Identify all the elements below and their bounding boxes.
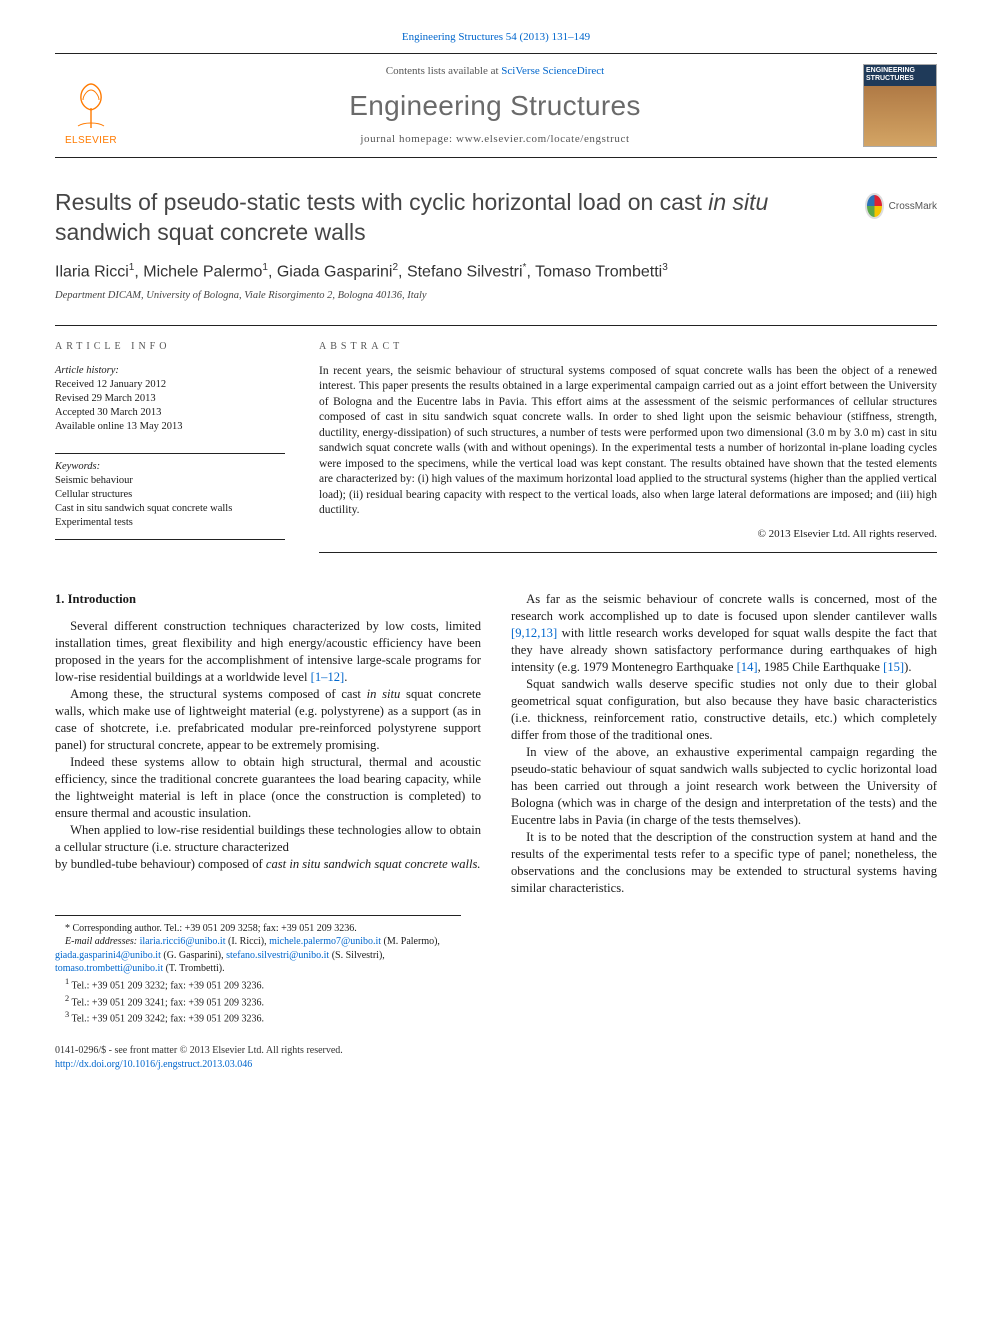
author-corr-ref: * bbox=[523, 262, 527, 273]
article-title: Results of pseudo-static tests with cycl… bbox=[55, 188, 847, 247]
title-part: Results of pseudo-static tests with cycl… bbox=[55, 189, 708, 215]
text-run: As far as the seismic behaviour of concr… bbox=[511, 592, 937, 623]
italic-run: in situ bbox=[367, 687, 401, 701]
copyright-line: © 2013 Elsevier Ltd. All rights reserved… bbox=[319, 527, 937, 542]
citation-link[interactable]: [1–12] bbox=[311, 670, 345, 684]
email-link[interactable]: michele.palermo7@unibo.it bbox=[269, 936, 381, 947]
homepage-label: journal homepage: bbox=[360, 133, 456, 145]
doi-link[interactable]: http://dx.doi.org/10.1016/j.engstruct.20… bbox=[55, 1059, 252, 1070]
note-text: Tel.: +39 051 209 3242; fax: +39 051 209… bbox=[72, 1014, 265, 1025]
author: Ilaria Ricci bbox=[55, 264, 129, 281]
title-part: sandwich squat concrete walls bbox=[55, 219, 366, 245]
contents-line: Contents lists available at SciVerse Sci… bbox=[145, 64, 845, 79]
history-head: Article history: bbox=[55, 364, 285, 378]
keyword: Cast in situ sandwich squat concrete wal… bbox=[55, 502, 285, 516]
journal-cover-thumb: ENGINEERING STRUCTURES bbox=[863, 64, 937, 147]
author: Giada Gasparini bbox=[277, 264, 393, 281]
title-italic: in situ bbox=[708, 189, 768, 215]
paragraph: Squat sandwich walls deserve specific st… bbox=[511, 676, 937, 744]
email-link[interactable]: ilaria.ricci6@unibo.it bbox=[140, 936, 226, 947]
history-line: Revised 29 March 2013 bbox=[55, 392, 285, 406]
paragraph: Indeed these systems allow to obtain hig… bbox=[55, 754, 481, 822]
publisher-name: ELSEVIER bbox=[65, 134, 117, 148]
text-run: . bbox=[344, 670, 347, 684]
keyword: Experimental tests bbox=[55, 516, 285, 530]
text-run: ). bbox=[904, 660, 911, 674]
paragraph: In view of the above, an exhaustive expe… bbox=[511, 744, 937, 829]
author: Stefano Silvestri bbox=[407, 264, 523, 281]
history-line: Available online 13 May 2013 bbox=[55, 420, 285, 434]
emails-label: E-mail addresses: bbox=[65, 936, 140, 947]
crossmark-icon bbox=[865, 193, 884, 219]
keyword: Cellular structures bbox=[55, 488, 285, 502]
section-heading: 1. Introduction bbox=[55, 591, 481, 608]
author-note: 2 Tel.: +39 051 209 3241; fax: +39 051 2… bbox=[55, 993, 461, 1010]
history-line: Accepted 30 March 2013 bbox=[55, 406, 285, 420]
issn-line: 0141-0296/$ - see front matter © 2013 El… bbox=[55, 1044, 937, 1058]
paragraph: Several different construction technique… bbox=[55, 618, 481, 686]
note-text: Tel.: +39 051 209 3232; fax: +39 051 209… bbox=[72, 980, 265, 991]
email-link[interactable]: giada.gasparini4@unibo.it bbox=[55, 950, 161, 961]
author-note-ref: 1 bbox=[129, 262, 135, 273]
article-info-heading: ARTICLE INFO bbox=[55, 340, 285, 354]
article-body: 1. Introduction Several different constr… bbox=[55, 591, 937, 897]
paragraph: Among these, the structural systems comp… bbox=[55, 686, 481, 754]
text-run: , 1985 Chile Earthquake bbox=[758, 660, 884, 674]
crossmark-badge[interactable]: CrossMark bbox=[865, 188, 937, 224]
paragraph: As far as the seismic behaviour of concr… bbox=[511, 591, 937, 676]
keyword: Seismic behaviour bbox=[55, 474, 285, 488]
author: Michele Palermo bbox=[143, 264, 262, 281]
italic-run: cast in situ sandwich squat concrete wal… bbox=[266, 857, 481, 871]
author-note-ref: 1 bbox=[262, 262, 268, 273]
email-link[interactable]: stefano.silvestri@unibo.it bbox=[226, 950, 329, 961]
bottom-meta: 0141-0296/$ - see front matter © 2013 El… bbox=[55, 1044, 937, 1071]
contents-prefix: Contents lists available at bbox=[386, 65, 501, 77]
abstract-text: In recent years, the seismic behaviour o… bbox=[319, 364, 937, 519]
paragraph: by bundled-tube behaviour) composed of c… bbox=[55, 856, 481, 873]
history-line: Received 12 January 2012 bbox=[55, 378, 285, 392]
citation-link[interactable]: [15] bbox=[883, 660, 904, 674]
paragraph: When applied to low-rise residential bui… bbox=[55, 822, 481, 856]
footnotes: * Corresponding author. Tel.: +39 051 20… bbox=[55, 915, 461, 1026]
affiliation: Department DICAM, University of Bologna,… bbox=[55, 289, 937, 303]
citation-link[interactable]: [9,12,13] bbox=[511, 626, 557, 640]
author-list: Ilaria Ricci1, Michele Palermo1, Giada G… bbox=[55, 261, 937, 283]
homepage-url: www.elsevier.com/locate/engstruct bbox=[456, 133, 630, 145]
text-run: Several different construction technique… bbox=[55, 619, 481, 684]
note-text: Tel.: +39 051 209 3241; fax: +39 051 209… bbox=[72, 997, 265, 1008]
keywords-head: Keywords: bbox=[55, 453, 285, 474]
journal-homepage: journal homepage: www.elsevier.com/locat… bbox=[145, 132, 845, 147]
text-run: Among these, the structural systems comp… bbox=[70, 687, 367, 701]
email-line: E-mail addresses: ilaria.ricci6@unibo.it… bbox=[55, 935, 461, 976]
running-citation: Engineering Structures 54 (2013) 131–149 bbox=[55, 30, 937, 45]
crossmark-label: CrossMark bbox=[889, 200, 937, 214]
text-run: by bundled-tube behaviour) composed of bbox=[55, 857, 266, 871]
author-note-ref: 3 bbox=[662, 262, 668, 273]
cover-title: ENGINEERING STRUCTURES bbox=[866, 67, 934, 82]
elsevier-tree-icon bbox=[66, 80, 116, 130]
journal-masthead: ELSEVIER Contents lists available at Sci… bbox=[55, 54, 937, 158]
author-note-ref: 2 bbox=[392, 262, 398, 273]
publisher-logo: ELSEVIER bbox=[55, 64, 127, 147]
corresponding-note: * Corresponding author. Tel.: +39 051 20… bbox=[55, 922, 461, 936]
citation-link[interactable]: [14] bbox=[737, 660, 758, 674]
email-link[interactable]: tomaso.trombetti@unibo.it bbox=[55, 963, 163, 974]
paragraph: It is to be noted that the description o… bbox=[511, 829, 937, 897]
author-note: 1 Tel.: +39 051 209 3232; fax: +39 051 2… bbox=[55, 976, 461, 993]
journal-name: Engineering Structures bbox=[145, 87, 845, 125]
abstract-heading: ABSTRACT bbox=[319, 340, 937, 354]
sciencedirect-link[interactable]: SciVerse ScienceDirect bbox=[501, 65, 604, 77]
author-note: 3 Tel.: +39 051 209 3242; fax: +39 051 2… bbox=[55, 1009, 461, 1026]
author: Tomaso Trombetti bbox=[535, 264, 662, 281]
